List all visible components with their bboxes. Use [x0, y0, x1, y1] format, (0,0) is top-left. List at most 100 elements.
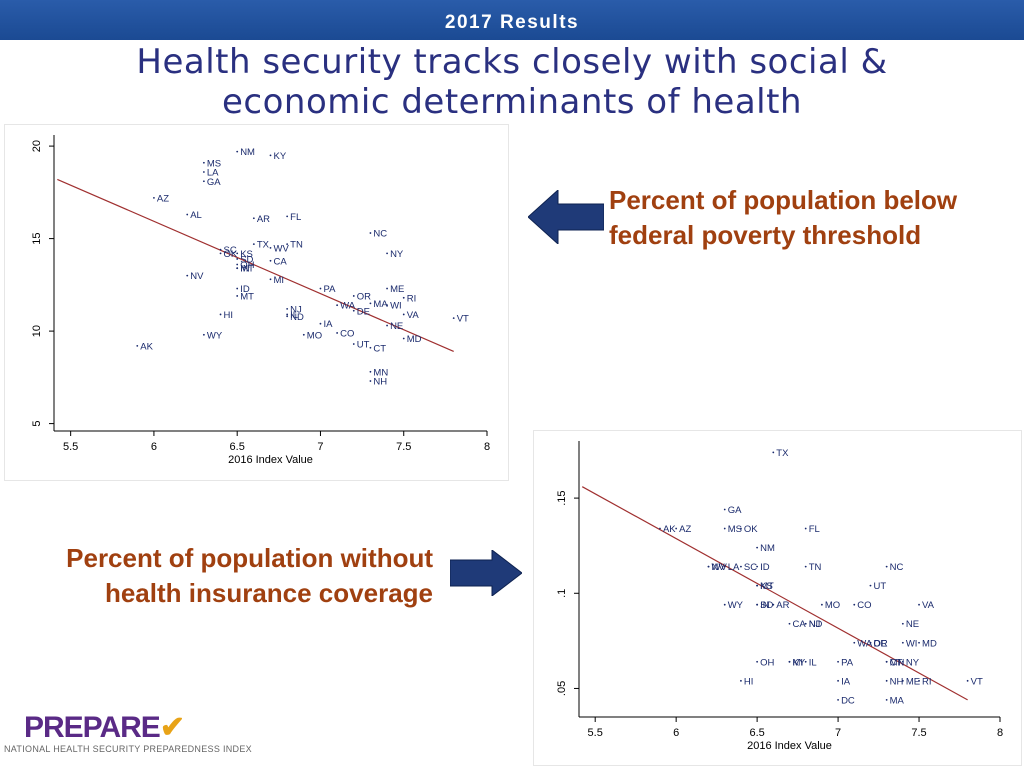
poverty-point — [402, 296, 405, 299]
insurance-point-label: NC — [890, 562, 904, 573]
insurance-point-label: WY — [728, 600, 744, 611]
insurance-x-tick-label: 7 — [835, 727, 841, 739]
insurance-point — [901, 622, 904, 625]
poverty-point-label: PA — [323, 284, 336, 295]
right-arrow-icon — [450, 550, 522, 596]
poverty-point — [402, 313, 405, 316]
insurance-point — [723, 508, 726, 511]
poverty-point-label: MI — [274, 275, 285, 286]
insurance-point — [918, 641, 920, 644]
logo-text: PREPARE — [24, 711, 161, 744]
insurance-point-label: TN — [809, 562, 822, 573]
poverty-point-label: MS — [207, 158, 221, 169]
insurance-point-label: WA — [857, 638, 873, 649]
insurance-point — [740, 679, 742, 682]
insurance-point-label: WV — [712, 562, 728, 573]
poverty-point-label: WY — [207, 330, 223, 341]
poverty-point — [336, 304, 339, 307]
poverty-point — [252, 243, 255, 246]
insurance-point — [772, 603, 775, 606]
insurance-point — [885, 565, 888, 568]
insurance-point-label: VA — [922, 600, 935, 611]
insurance-point-label: IA — [841, 676, 851, 687]
insurance-point — [740, 527, 742, 530]
poverty-point — [369, 380, 372, 382]
poverty-point-label: IL — [290, 310, 298, 321]
insurance-point-label: MS — [728, 524, 742, 535]
insurance-point — [804, 527, 807, 530]
poverty-x-tick-label: 6 — [151, 441, 157, 453]
poverty-point-label: IN — [240, 264, 250, 275]
insurance-point-label: ID — [760, 562, 770, 573]
poverty-point-label: MA — [373, 299, 388, 310]
insurance-scatter-panel: 5.5 6 6.5 7 7.5 8 .05 .1 .15 2016 Index Value TX GA… — [533, 430, 1022, 766]
page-title: Health security tracks closely with soci… — [0, 42, 1024, 122]
poverty-point — [153, 197, 155, 199]
insurance-point — [804, 660, 807, 663]
insurance-point-label: IN — [760, 600, 770, 611]
insurance-point — [707, 565, 710, 568]
insurance-point-label: OR — [873, 638, 887, 649]
insurance-point — [756, 546, 759, 549]
poverty-point — [302, 333, 305, 336]
insurance-point-label: PA — [841, 657, 854, 668]
poverty-point — [269, 259, 272, 262]
poverty-point-label: KS — [240, 249, 253, 260]
insurance-y-tick-label: .15 — [556, 490, 568, 505]
poverty-point — [386, 252, 388, 255]
poverty-point-label: IA — [323, 319, 333, 330]
poverty-point-label: AR — [257, 214, 270, 225]
insurance-x-tick-label: 6.5 — [749, 727, 764, 739]
insurance-point-label: ND — [809, 619, 823, 630]
insurance-point — [723, 603, 726, 606]
insurance-point — [901, 641, 904, 644]
poverty-point — [219, 313, 222, 316]
insurance-point-label: DC — [841, 695, 855, 706]
insurance-point-label: NV — [712, 562, 726, 573]
poverty-point-label: WA — [340, 301, 356, 312]
insurance-point-label: CO — [857, 600, 871, 611]
insurance-point-label: CT — [890, 657, 903, 668]
insurance-caption: Percent of population without health ins… — [66, 543, 433, 608]
poverty-point — [269, 278, 272, 281]
insurance-point — [885, 698, 888, 701]
poverty-point — [236, 263, 239, 266]
insurance-point-label: IL — [809, 657, 817, 668]
page-title-line-2: economic determinants of health — [221, 82, 803, 122]
poverty-point — [319, 322, 322, 325]
insurance-point — [659, 527, 661, 530]
insurance-point-label: LA — [728, 562, 740, 573]
insurance-point — [853, 603, 856, 606]
insurance-point-label: VT — [971, 676, 983, 687]
insurance-fit-line — [581, 486, 968, 701]
poverty-point-label: SD — [240, 254, 253, 265]
insurance-x-tick-label: 8 — [997, 727, 1003, 739]
insurance-point — [918, 603, 920, 606]
poverty-point-label: MN — [373, 367, 388, 378]
insurance-point-label: RI — [922, 676, 932, 687]
left-arrow-icon — [528, 190, 604, 244]
insurance-point-label: GA — [728, 505, 742, 516]
insurance-scatter-chart: 5.5 6 6.5 7 7.5 8 .05 .1 .15 2016 Index Value TX GA… — [556, 441, 1003, 752]
poverty-point — [236, 295, 239, 297]
poverty-x-tick-label: 8 — [484, 441, 490, 453]
poverty-point — [186, 213, 189, 216]
poverty-point — [286, 215, 289, 218]
poverty-point — [452, 317, 455, 320]
insurance-point — [918, 679, 920, 682]
insurance-point-label: NJ — [809, 619, 821, 630]
check-icon: ✔ — [159, 711, 185, 744]
insurance-point — [804, 565, 807, 568]
insurance-point — [901, 679, 904, 682]
insurance-point-label: AK — [663, 524, 676, 535]
poverty-point-label: WV — [274, 243, 290, 254]
poverty-point-label: UT — [357, 340, 370, 351]
poverty-point — [286, 315, 289, 318]
poverty-point — [202, 333, 205, 336]
logo-subtitle: NATIONAL HEALTH SECURITY PREPAREDNESS IN… — [4, 744, 252, 754]
insurance-point — [772, 451, 775, 454]
poverty-point-label: CT — [373, 343, 386, 354]
insurance-point-label: NY — [906, 657, 920, 668]
poverty-point-label: HI — [224, 310, 234, 321]
insurance-point-label: TX — [776, 448, 789, 459]
